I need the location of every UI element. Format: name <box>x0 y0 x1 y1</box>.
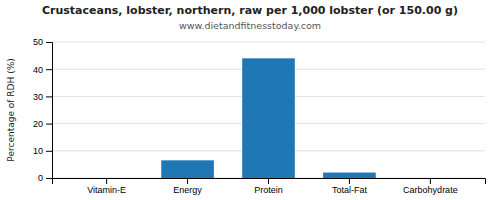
tick-mark <box>430 178 431 184</box>
y-tick: 10 <box>33 146 52 156</box>
y-axis-title: Percentage of RDH (%) <box>6 58 16 161</box>
tick-label: 40 <box>33 65 43 75</box>
bar <box>80 178 133 179</box>
tick-label: Carbohydrate <box>403 185 458 195</box>
grid <box>52 42 485 178</box>
tick-label: 0 <box>38 173 43 183</box>
tick-label: Total-Fat <box>332 185 368 195</box>
tick-mark <box>46 178 52 179</box>
y-axis: 0 10 20 30 40 50 <box>33 37 53 183</box>
bars <box>161 58 375 178</box>
x-tick: Energy <box>173 178 202 195</box>
subtitle: www.dietandfitnesstoday.com <box>179 20 321 31</box>
y-tick: 40 <box>33 65 52 75</box>
tick-mark <box>46 69 52 70</box>
x-tick: Total-Fat <box>332 178 368 195</box>
y-tick: 30 <box>33 92 52 102</box>
tick-mark <box>46 124 52 125</box>
tick-mark <box>349 178 350 184</box>
tick-mark <box>268 178 269 184</box>
tick-mark <box>46 42 52 43</box>
tick-label: Energy <box>173 185 202 195</box>
x-axis: Vitamin-E Energy Protein Total-Fat Carbohydr… <box>53 178 486 195</box>
plot-area: Vitamin-E Energy Protein Total-Fat Carbohydr… <box>33 37 486 195</box>
tick-label: 20 <box>33 119 43 129</box>
grid-line <box>52 42 485 43</box>
axis-line <box>46 43 53 179</box>
tick-label: 10 <box>33 146 43 156</box>
tick-mark <box>46 96 52 97</box>
tick-label: 50 <box>33 37 43 47</box>
tick-mark <box>106 178 107 184</box>
y-tick: 0 <box>38 173 52 183</box>
title: Crustaceans, lobster, northern, raw per … <box>42 4 458 17</box>
x-tick: Carbohydrate <box>403 178 458 195</box>
y-tick: 20 <box>33 119 52 129</box>
tick-label: Vitamin-E <box>87 185 126 195</box>
bar <box>242 58 295 178</box>
y-tick: 50 <box>33 37 52 47</box>
bar <box>404 178 457 179</box>
x-tick: Protein <box>254 178 283 195</box>
x-tick: Vitamin-E <box>87 178 126 195</box>
tick-label: 30 <box>33 92 43 102</box>
tick-mark <box>187 178 188 184</box>
tick-label: Protein <box>254 185 283 195</box>
tick-mark <box>46 151 52 152</box>
chart: Crustaceans, lobster, northern, raw per … <box>0 0 500 200</box>
bar <box>161 160 214 178</box>
bar <box>323 173 376 178</box>
axis-line <box>53 179 486 185</box>
